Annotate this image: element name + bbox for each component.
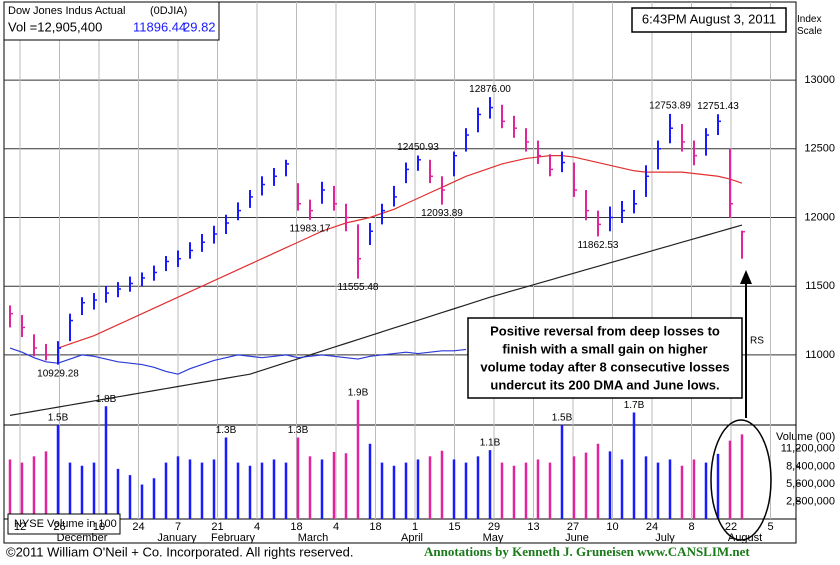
price-label: 12753.89	[649, 101, 691, 112]
annotation-line: undercut its 200 DMA and June lows.	[490, 377, 719, 392]
axis-label-wrap: Index Scale	[797, 14, 823, 37]
volume-legend-box	[7, 513, 121, 535]
x-month-label: May	[483, 532, 504, 544]
x-month-label: February	[211, 532, 256, 544]
volume-label: 1.7B	[624, 400, 645, 411]
header-change: 29.82	[183, 19, 216, 34]
y-tick-label: 11500	[805, 280, 835, 292]
annotation-box	[467, 317, 743, 399]
x-tick-label: 13	[527, 521, 539, 533]
x-tick-label: 24	[132, 521, 144, 533]
price-label: 11983.17	[290, 223, 331, 234]
volume-label: 1.5B	[48, 413, 69, 424]
volume-label: 1.5B	[552, 413, 573, 424]
volume-label: 1.9B	[348, 388, 369, 399]
x-month-label: December	[57, 532, 108, 544]
x-tick-label: 22	[725, 521, 737, 533]
x-month-label: April	[401, 532, 423, 544]
axis-label: Index Scale	[797, 14, 823, 37]
x-tick-label: 26	[53, 521, 65, 533]
footer-left: ©2011 William O'Neil + Co. Incorporated.…	[6, 544, 353, 559]
annotation: Positive reversal from deep losses to fin…	[480, 323, 729, 392]
price-label: 12751.43	[697, 101, 739, 112]
y-tick-label: 13000	[804, 74, 835, 86]
annotation-line: finish with a small gain on higher	[502, 341, 707, 356]
x-tick-label: 4	[333, 521, 339, 533]
price-label: 12876.00	[469, 84, 511, 95]
x-month-label: January	[157, 532, 197, 544]
x-tick-label: 24	[646, 521, 658, 533]
title: Dow Jones Indus Actual	[8, 5, 125, 17]
price-label: 12093.89	[421, 208, 463, 219]
x-tick-label: 8	[688, 521, 694, 533]
marks	[8, 97, 745, 519]
x-tick-label: 4	[254, 521, 260, 533]
indicator-line	[9, 347, 467, 375]
arrow-head	[740, 270, 752, 284]
x-month-label: March	[298, 532, 329, 544]
x-tick-label: 5	[767, 521, 773, 533]
footer-right: Annotations by Kenneth J. Gruneisen www.…	[424, 544, 750, 559]
line-label: RS	[750, 336, 764, 347]
x-tick-label: 27	[567, 521, 579, 533]
timestamp-box	[631, 7, 787, 33]
indicator-line	[9, 224, 743, 416]
x-tick-label: 12	[14, 521, 26, 533]
x-month-label: June	[565, 532, 589, 544]
volume-label: 1.3B	[216, 425, 237, 436]
x-tick-label: 10	[606, 521, 618, 533]
annotation-line: Positive reversal from deep losses to	[490, 323, 720, 338]
y2-tick-label: 5,600,000	[786, 478, 835, 490]
y2-label: Volume (00)	[776, 431, 835, 443]
volume-label: 1.1B	[480, 438, 501, 449]
y-tick-label: 11000	[805, 349, 835, 361]
symbol: (0DJIA)	[150, 5, 187, 17]
x-tick-label: 29	[488, 521, 500, 533]
x-tick-label: 21	[211, 521, 223, 533]
header-volume: Vol =12,905,400	[8, 19, 102, 34]
x-tick-label: 18	[290, 521, 302, 533]
volume-legend: NYSE Volume in 100	[14, 518, 117, 530]
price-label: 12450.93	[397, 142, 439, 153]
price-label: 11862.53	[578, 240, 619, 251]
annotation-line: volume today after 8 consecutive losses	[480, 359, 729, 374]
x-tick-label: 18	[369, 521, 381, 533]
x-tick-label: 7	[175, 521, 181, 533]
indicator-line	[57, 155, 743, 349]
x-tick-label: 1	[412, 521, 418, 533]
y2-tick-label: 8,400,000	[786, 460, 835, 472]
x-month-label: July	[655, 532, 675, 544]
volume-label: 1.3B	[288, 425, 309, 436]
y2-tick-label: 11,200,000	[781, 443, 835, 455]
x-tick-label: 10	[93, 521, 105, 533]
frame	[3, 1, 797, 544]
x-tick-label: 15	[448, 521, 460, 533]
timestamp: 6:43PM August 3, 2011	[642, 11, 776, 26]
price-label: 11555.48	[338, 282, 379, 293]
header-price: 11896.44	[133, 19, 186, 34]
highlight-ellipse	[710, 419, 772, 541]
y2-tick-label: 2,800,000	[786, 495, 835, 507]
price-label: 10929.28	[37, 368, 79, 379]
x-month-label: August	[728, 532, 762, 544]
header-box	[3, 1, 220, 41]
y-tick-label: 12500	[804, 143, 835, 155]
volume-label: 1.8B	[96, 394, 117, 405]
y-tick-label: 12000	[804, 211, 835, 223]
